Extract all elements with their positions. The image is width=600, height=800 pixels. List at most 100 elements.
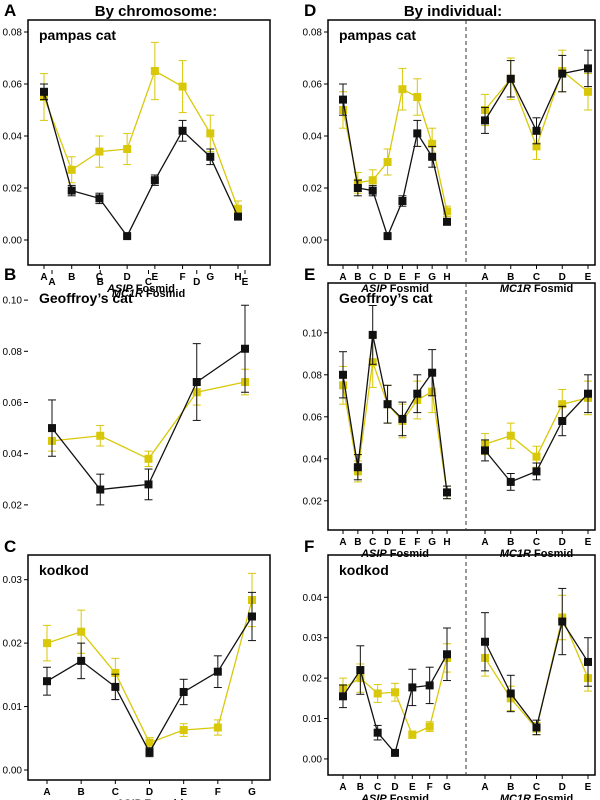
panel-d-yellow-point xyxy=(584,87,592,96)
panel-f-xtick-label: F xyxy=(427,782,433,793)
panel-a-black-point xyxy=(234,212,242,221)
panel-f-black-point xyxy=(391,748,399,757)
panel-e-xtick-label: E xyxy=(585,537,592,548)
panel-b-letter: B xyxy=(4,265,16,284)
panel-a-yellow-point xyxy=(67,165,76,174)
panel-c-black-line xyxy=(46,616,253,754)
panel-a-ytick-label: 0.08 xyxy=(3,28,23,39)
panel-e-black-point xyxy=(443,488,451,497)
panel-e-black-point xyxy=(428,368,437,377)
panel-a-frame xyxy=(27,19,271,266)
panel-b-black-point xyxy=(192,378,201,387)
panel-f-frame xyxy=(327,554,596,776)
panel-d-black-point xyxy=(532,126,541,135)
panel-c-ytick-label: 0.03 xyxy=(3,575,23,586)
panel-a-ytick-label: 0.06 xyxy=(3,80,23,91)
panel-e-black-point xyxy=(532,467,541,476)
panel-c-yellow-point xyxy=(43,639,51,648)
panel-e-ytick-label: 0.02 xyxy=(303,496,323,507)
panel-e-black-point xyxy=(584,389,592,398)
panel-d-xtick-label: A xyxy=(481,272,488,283)
panel-d-yellow-point xyxy=(383,158,392,166)
panel-a-xtick-label: E xyxy=(152,272,159,283)
panel-e-ytick-label: 0.10 xyxy=(303,328,323,339)
panel-d-black-point xyxy=(413,129,422,138)
panel-a-black-point xyxy=(206,152,215,161)
panel-b-xtick-label: B xyxy=(97,277,104,288)
panel-c-xtick-label: C xyxy=(112,787,119,798)
header-by-chromosome: By chromosome: xyxy=(95,3,218,20)
panel-b-black-point xyxy=(144,480,153,489)
panel-d-yellow-point xyxy=(413,93,422,101)
panel-d-xlabel: ASIP Fosmid xyxy=(360,283,429,295)
panel-e-xtick-label: D xyxy=(559,537,566,548)
panel-a-xtick-label: D xyxy=(124,272,131,283)
panel-b-ytick-label: 0.08 xyxy=(3,347,23,358)
panel-f-xtick-label: D xyxy=(559,782,566,793)
panel-d-yellow-point xyxy=(398,85,407,94)
panel-e-black-point xyxy=(481,446,489,455)
panel-b-black-point xyxy=(48,424,56,433)
panel-b-black-line xyxy=(51,348,246,491)
panel-b-xtick-label: D xyxy=(193,277,200,288)
panel-d-xtick-label: C xyxy=(533,272,540,283)
panel-e-xtick-label: A xyxy=(481,537,488,548)
panel-a-xtick-label: G xyxy=(206,272,214,283)
panel-a-yellow-line xyxy=(43,70,239,210)
panel-c-ytick-label: 0.00 xyxy=(3,766,23,777)
panel-f-black-point xyxy=(584,657,592,666)
panel-b-black-point xyxy=(96,485,105,494)
panel-d-ytick-label: 0.08 xyxy=(303,28,323,39)
panel-f-black-point xyxy=(532,723,541,732)
panel-c-xlabel: ASIP Fosmid xyxy=(115,798,184,800)
panel-f-xtick-label: B xyxy=(507,782,514,793)
panel-a-title: pampas cat xyxy=(39,27,116,43)
panel-d-xtick-label: E xyxy=(399,272,406,283)
panel-a-black-point xyxy=(123,232,132,241)
panel-d-black-point xyxy=(368,186,377,195)
panel-d-black-point xyxy=(353,184,362,192)
panel-d-xlabel: MC1R Fosmid xyxy=(500,283,573,295)
panel-e-black-point xyxy=(558,417,567,425)
panel-e-yellow-point xyxy=(558,400,567,409)
panel-e-letter: E xyxy=(304,265,315,284)
panel-d-ytick-label: 0.00 xyxy=(303,236,323,247)
panel-e-xtick-label: B xyxy=(354,537,361,548)
panel-b-ytick-label: 0.04 xyxy=(3,449,23,460)
panel-e-black-point xyxy=(413,389,422,398)
panel-a-xtick-label: A xyxy=(40,272,47,283)
panel-f-black-point xyxy=(339,692,347,701)
panel-c-black-point xyxy=(77,656,86,665)
panel-f-xtick-label: E xyxy=(409,782,416,793)
panel-c-yellow-point xyxy=(145,738,154,747)
panel-d-black-point xyxy=(428,152,437,161)
panel-e-black-point xyxy=(383,400,392,409)
panel-b-black-point xyxy=(241,344,249,353)
panel-c-black-point xyxy=(111,682,120,691)
panel-d-xtick-label: D xyxy=(559,272,566,283)
panel-b-ytick-label: 0.02 xyxy=(3,500,23,511)
panel-a-yellow-point xyxy=(123,145,132,153)
panel-d-black-point xyxy=(506,74,515,83)
header-by-individual: By individual: xyxy=(404,3,502,20)
panel-d-yellow-point xyxy=(443,207,451,216)
panel-d-black-point xyxy=(584,64,592,73)
panel-f-xtick-label: C xyxy=(374,782,381,793)
panel-f-ytick-label: 0.04 xyxy=(303,593,323,604)
panel-e-xtick-label: F xyxy=(414,537,420,548)
panel-a-yellow-point xyxy=(206,129,215,138)
panel-f-black-point xyxy=(373,728,382,737)
panel-a-ytick-label: 0.04 xyxy=(3,132,23,143)
panel-e-ytick-label: 0.08 xyxy=(303,370,323,381)
panel-e-black-point xyxy=(398,414,407,423)
panel-f-xlabel: ASIP Fosmid xyxy=(360,793,429,800)
panel-f-yellow-point xyxy=(408,730,417,739)
panel-c-ytick-label: 0.02 xyxy=(3,639,23,650)
panel-e-xtick-label: D xyxy=(384,537,391,548)
panel-a-yellow-point xyxy=(234,204,242,213)
panel-a-xlabel: ASIP Fosmid xyxy=(106,283,175,295)
panel-f-black-point xyxy=(443,650,451,659)
panel-d-xtick-label: F xyxy=(414,272,420,283)
panel-b-ytick-label: 0.06 xyxy=(3,398,23,409)
panel-f-black-point xyxy=(558,617,567,626)
